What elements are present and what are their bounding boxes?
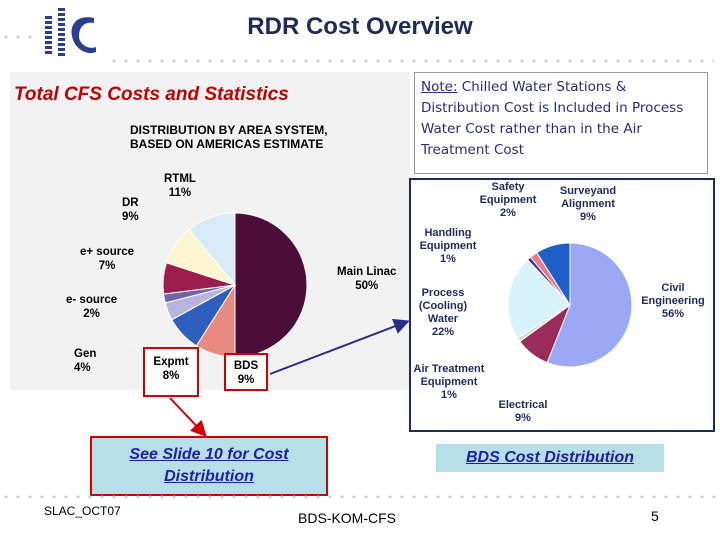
- label-bds-pct: 9%: [237, 374, 255, 386]
- page-number: 5: [651, 508, 659, 524]
- label-electrical: Electrical 9%: [490, 399, 556, 425]
- bds-chart-panel: [409, 178, 715, 432]
- label-e-minus-source: e- source 2%: [66, 293, 117, 321]
- label-dr-name: DR: [122, 197, 139, 209]
- label-e-minus-pct: 2%: [83, 308, 100, 320]
- left-pie-chart: [162, 212, 308, 358]
- bds-cost-link-box[interactable]: BDS Cost Distribution: [436, 444, 664, 472]
- label-main-linac: Main Linac 50%: [337, 265, 396, 293]
- safety-line1: Safety: [491, 181, 525, 193]
- slide-title: RDR Cost Overview: [247, 13, 473, 40]
- label-rtml: RTML 11%: [164, 172, 196, 200]
- pie-slice-rtml: [188, 212, 236, 287]
- subtitle-line-1: DISTRIBUTION BY AREA SYSTEM,: [130, 123, 328, 137]
- label-main-linac-pct: 50%: [355, 280, 379, 292]
- process-line1: Process: [421, 287, 465, 299]
- left-chart-subtitle: DISTRIBUTION BY AREA SYSTEM, BASED ON AM…: [130, 123, 370, 151]
- bds-cost-link[interactable]: BDS Cost Distribution: [466, 449, 634, 466]
- note-text: Chilled Water Stations & Distribution Co…: [421, 79, 684, 158]
- see-slide-link-box[interactable]: See Slide 10 for Cost Distribution: [90, 436, 328, 496]
- label-safety-equipment: Safety Equipment 2%: [472, 181, 544, 220]
- safety-line2: Equipment: [479, 194, 537, 206]
- survey-line1: Surveyand: [559, 185, 617, 197]
- label-dr: DR 9%: [122, 196, 139, 224]
- label-e-plus-name: e+ source: [80, 246, 135, 258]
- civil-line1: Civil: [661, 282, 685, 294]
- label-survey-alignment: Surveyand Alignment 9%: [552, 185, 624, 224]
- bds-pie-chart: [507, 242, 633, 368]
- handling-pct: 1%: [440, 253, 456, 265]
- label-e-plus-source: e+ source 7%: [80, 245, 134, 273]
- ilc-logo: ilc: [42, 6, 100, 62]
- bds-to-chart-arrow: [269, 318, 410, 375]
- process-pct: 22%: [431, 326, 455, 338]
- label-bds-box: BDS 9%: [224, 353, 268, 391]
- header-dots-left: [0, 35, 40, 39]
- civil-pct: 56%: [661, 308, 685, 320]
- header-dots-bottom: [108, 59, 714, 63]
- see-slide-line-1: See Slide 10 for Cost: [129, 446, 289, 463]
- label-gen-name: Gen: [74, 348, 97, 360]
- label-bds-name: BDS: [233, 360, 259, 372]
- pie-slice-process-cooling-water: [507, 259, 571, 339]
- pie-slice-civil-engineering: [546, 242, 633, 368]
- note-box: Note: Chilled Water Stations & Distribut…: [414, 72, 708, 174]
- label-expmt-pct: 8%: [162, 370, 180, 382]
- label-gen-pct: 4%: [74, 362, 91, 374]
- air-line1: Air Treatment: [413, 363, 485, 375]
- label-expmt-box: Expmt 8%: [143, 347, 199, 397]
- air-pct: 1%: [441, 389, 457, 401]
- label-gen: Gen 4%: [74, 347, 96, 375]
- electrical-name: Electrical: [498, 399, 548, 411]
- civil-line2: Engineering: [641, 295, 705, 307]
- label-handling-equipment: Handling Equipment 1%: [412, 227, 484, 266]
- survey-line2: Alignment: [561, 198, 615, 210]
- safety-pct: 2%: [500, 207, 516, 219]
- label-process-water: Process (Cooling) Water 22%: [412, 287, 474, 339]
- left-chart-title: Total CFS Costs and Statistics: [14, 84, 289, 105]
- label-main-linac-name: Main Linac: [337, 266, 397, 278]
- see-slide-link[interactable]: See Slide 10 for Cost Distribution: [92, 438, 326, 488]
- label-expmt-name: Expmt: [153, 356, 189, 368]
- electrical-pct: 9%: [515, 412, 531, 424]
- process-line3: Water: [427, 313, 459, 325]
- survey-pct: 9%: [580, 211, 596, 223]
- label-rtml-name: RTML: [164, 173, 196, 185]
- pie-slice-surveyand-alignment: [536, 242, 571, 307]
- footer-dots: [0, 495, 720, 499]
- label-e-minus-name: e- source: [66, 294, 118, 306]
- subtitle-line-2: BASED ON AMERICAS ESTIMATE: [130, 137, 324, 151]
- expmt-to-slide-arrow: [169, 397, 207, 437]
- handling-line2: Equipment: [419, 240, 477, 252]
- process-line2: (Cooling): [418, 300, 468, 312]
- note-prefix: Note:: [421, 79, 458, 95]
- label-dr-pct: 9%: [122, 211, 139, 223]
- label-e-plus-pct: 7%: [98, 260, 116, 272]
- see-slide-line-2: Distribution: [164, 468, 254, 485]
- label-air-treatment: Air Treatment Equipment 1%: [410, 363, 488, 402]
- footer-center-text: BDS-KOM-CFS: [298, 510, 396, 526]
- handling-line1: Handling: [424, 227, 472, 239]
- pie-slice-main-linac: [234, 212, 308, 358]
- footer-left-text: SLAC_OCT07: [44, 504, 121, 518]
- label-rtml-pct: 11%: [168, 187, 192, 199]
- label-civil-engineering: Civil Engineering 56%: [636, 282, 710, 321]
- air-line2: Equipment: [420, 376, 478, 388]
